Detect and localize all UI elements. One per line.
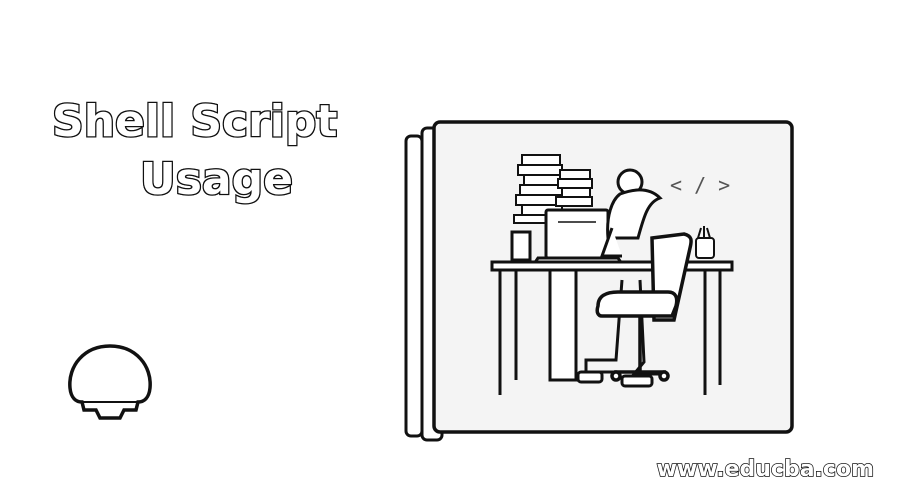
photo-frame [510,230,532,262]
title-line-2: Usage [139,154,294,205]
desk [490,260,734,395]
developer-desk-illustration: < / > [404,120,794,442]
chair-icon [595,232,693,382]
title-line-1: Shell Script [51,96,339,147]
vase-icon [695,226,715,259]
code-symbol: < / > [670,173,730,197]
developer-figure [576,168,664,388]
shell-icon [68,344,152,420]
watermark: www.educba.com [656,456,875,483]
file-stack [513,154,593,224]
frame-back-2 [404,134,424,438]
illustration-panel [432,120,794,434]
